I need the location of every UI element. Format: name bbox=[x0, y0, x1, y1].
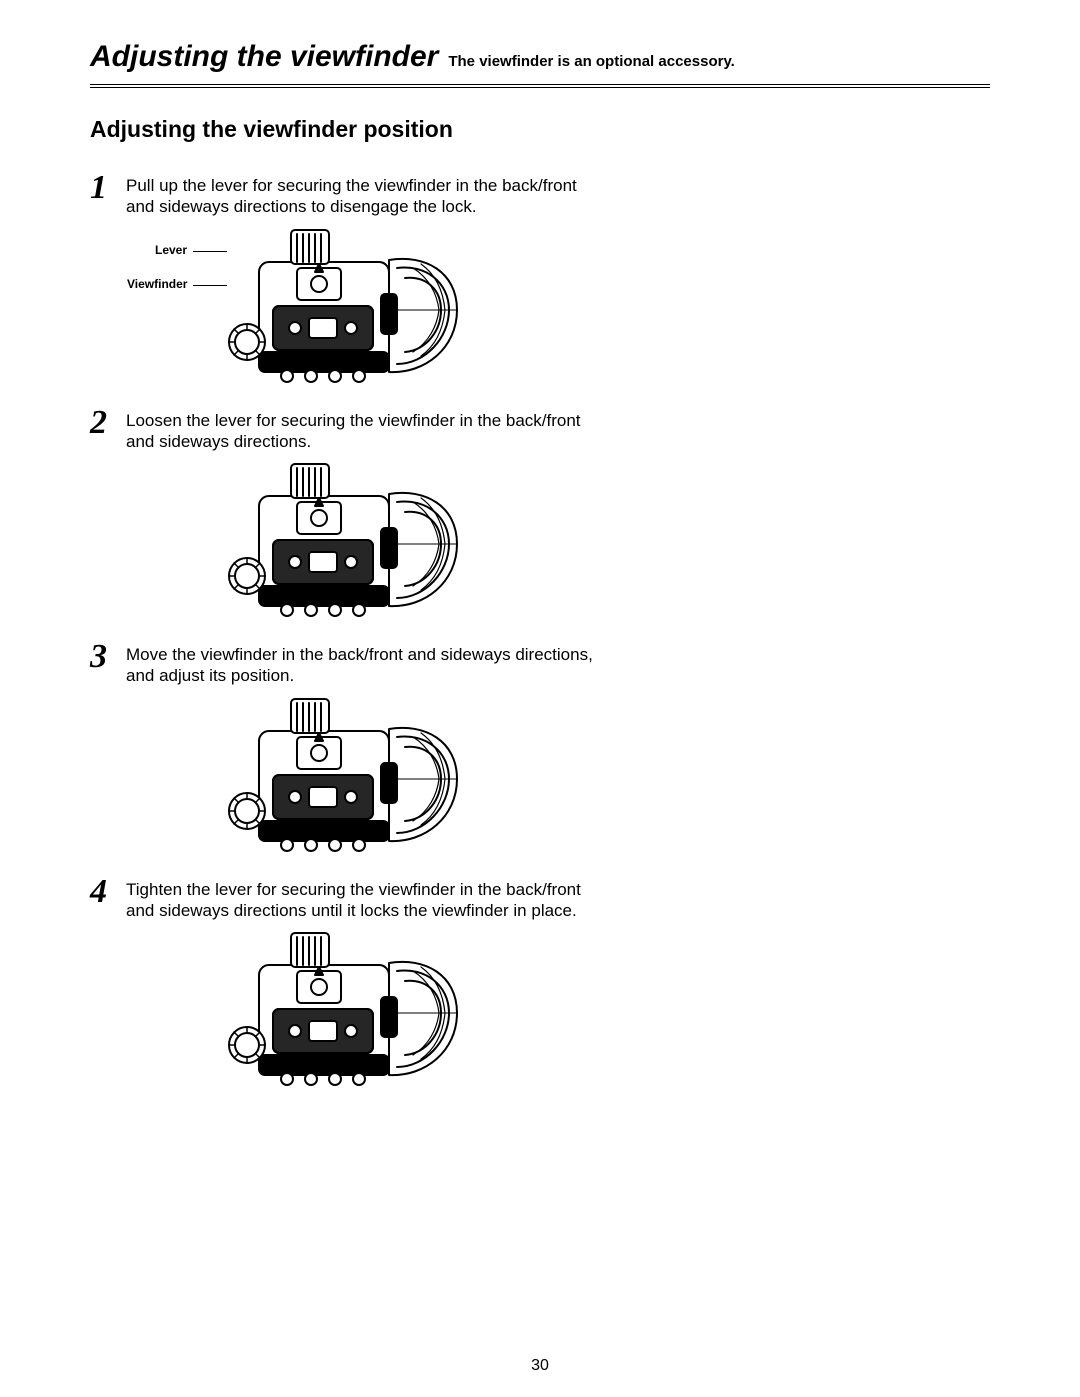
step-number: 2 bbox=[90, 406, 114, 453]
illustration-wrap bbox=[90, 458, 600, 628]
camera-illustration bbox=[225, 927, 465, 1097]
steps-list: 1 Pull up the lever for securing the view… bbox=[90, 171, 600, 1097]
section-title: Adjusting the viewfinder position bbox=[90, 116, 990, 143]
step-text: Pull up the lever for securing the viewf… bbox=[126, 171, 600, 218]
step-number: 4 bbox=[90, 875, 114, 922]
callout-line bbox=[193, 285, 227, 287]
divider bbox=[90, 84, 990, 88]
camera-illustration bbox=[225, 693, 465, 863]
step-number: 3 bbox=[90, 640, 114, 687]
illustration-wrap bbox=[90, 693, 600, 863]
step-text: Loosen the lever for securing the viewfi… bbox=[126, 406, 600, 453]
page-title: Adjusting the viewfinder bbox=[90, 40, 438, 74]
camera-illustration: LeverViewfinder bbox=[225, 224, 465, 394]
manual-page: Adjusting the viewfinder The viewfinder … bbox=[0, 0, 1080, 1397]
step-text: Move the viewfinder in the back/front an… bbox=[126, 640, 600, 687]
callout-line bbox=[193, 251, 227, 253]
page-number: 30 bbox=[0, 1357, 1080, 1375]
step: 2 Loosen the lever for securing the viewf… bbox=[90, 406, 600, 453]
callout-label: Viewfinder bbox=[127, 278, 187, 291]
illustration-wrap: Lever Viewfinder bbox=[90, 224, 600, 394]
step-text: Tighten the lever for securing the viewf… bbox=[126, 875, 600, 922]
step: 4 Tighten the lever for securing the view… bbox=[90, 875, 600, 922]
step: 1 Pull up the lever for securing the view… bbox=[90, 171, 600, 218]
illustration-wrap bbox=[90, 927, 600, 1097]
camera-illustration bbox=[225, 458, 465, 628]
step: 3 Move the viewfinder in the back/front a… bbox=[90, 640, 600, 687]
title-row: Adjusting the viewfinder The viewfinder … bbox=[90, 40, 990, 74]
step-number: 1 bbox=[90, 171, 114, 218]
callout-label: Lever bbox=[155, 244, 187, 257]
title-note: The viewfinder is an optional accessory. bbox=[448, 53, 734, 70]
